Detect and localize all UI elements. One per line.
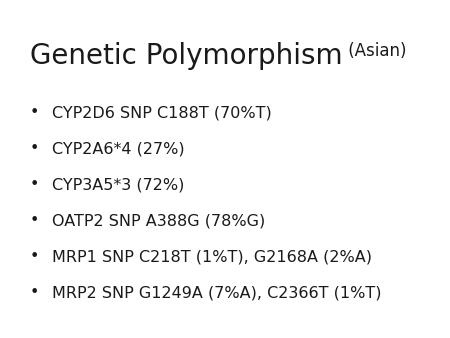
Text: CYP2A6*4 (27%): CYP2A6*4 (27%) <box>52 141 184 156</box>
Text: •: • <box>30 249 40 264</box>
Text: OATP2 SNP A388G (78%G): OATP2 SNP A388G (78%G) <box>52 213 265 228</box>
Text: CYP2D6 SNP C188T (70%T): CYP2D6 SNP C188T (70%T) <box>52 105 272 120</box>
Text: •: • <box>30 285 40 300</box>
Text: •: • <box>30 177 40 192</box>
Text: (Asian): (Asian) <box>342 42 406 60</box>
Text: •: • <box>30 213 40 228</box>
Text: MRP2 SNP G1249A (7%A), C2366T (1%T): MRP2 SNP G1249A (7%A), C2366T (1%T) <box>52 285 382 300</box>
Text: •: • <box>30 141 40 156</box>
Text: •: • <box>30 105 40 120</box>
Text: MRP1 SNP C218T (1%T), G2168A (2%A): MRP1 SNP C218T (1%T), G2168A (2%A) <box>52 249 372 264</box>
Text: Genetic Polymorphism: Genetic Polymorphism <box>30 42 342 70</box>
Text: CYP3A5*3 (72%): CYP3A5*3 (72%) <box>52 177 184 192</box>
